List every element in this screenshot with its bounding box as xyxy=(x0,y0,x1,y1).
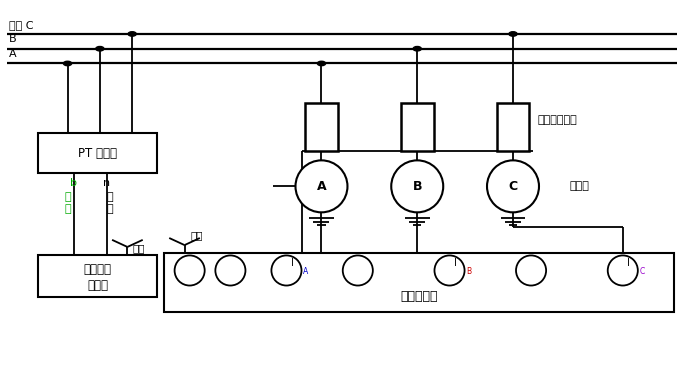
Text: B: B xyxy=(9,34,16,44)
Ellipse shape xyxy=(391,161,443,212)
Circle shape xyxy=(509,32,517,36)
Text: b: b xyxy=(70,178,77,188)
Ellipse shape xyxy=(607,255,637,286)
Text: B: B xyxy=(412,180,422,193)
Bar xyxy=(164,253,674,312)
Circle shape xyxy=(64,61,72,66)
Text: PT 互感器: PT 互感器 xyxy=(78,146,117,160)
Circle shape xyxy=(413,46,421,51)
Text: I: I xyxy=(291,258,294,268)
Ellipse shape xyxy=(174,255,205,286)
Ellipse shape xyxy=(215,255,246,286)
Text: C: C xyxy=(508,180,518,193)
Text: A: A xyxy=(9,49,16,59)
Text: 色: 色 xyxy=(107,204,113,214)
Text: A: A xyxy=(317,180,326,193)
Bar xyxy=(401,103,434,151)
Text: C: C xyxy=(640,267,644,276)
Text: 计数器: 计数器 xyxy=(569,181,589,192)
Circle shape xyxy=(128,32,136,36)
Text: I: I xyxy=(627,258,630,268)
Text: 测试仪主机: 测试仪主机 xyxy=(400,290,438,303)
Ellipse shape xyxy=(434,255,464,286)
Text: 无线同步: 无线同步 xyxy=(83,263,111,276)
Text: B: B xyxy=(466,267,471,276)
Text: 氧化锌避雷器: 氧化锌避雷器 xyxy=(538,115,577,125)
Text: n: n xyxy=(103,178,111,188)
Bar xyxy=(305,103,338,151)
Circle shape xyxy=(317,61,326,66)
Text: 绿: 绿 xyxy=(65,192,71,202)
Ellipse shape xyxy=(272,255,302,286)
Ellipse shape xyxy=(343,255,373,286)
Ellipse shape xyxy=(295,161,347,212)
Bar xyxy=(38,133,157,173)
Text: 母线 C: 母线 C xyxy=(9,20,34,30)
Circle shape xyxy=(96,46,104,51)
Bar xyxy=(497,103,529,151)
Text: I: I xyxy=(454,258,457,268)
Text: 天线: 天线 xyxy=(133,243,146,253)
Text: 黑: 黑 xyxy=(107,192,113,202)
Ellipse shape xyxy=(487,161,539,212)
Text: 发射器: 发射器 xyxy=(87,279,108,292)
Text: 天线: 天线 xyxy=(190,231,202,241)
Ellipse shape xyxy=(516,255,546,286)
Text: 色: 色 xyxy=(65,204,71,214)
Text: A: A xyxy=(303,267,308,276)
Bar xyxy=(38,255,157,297)
